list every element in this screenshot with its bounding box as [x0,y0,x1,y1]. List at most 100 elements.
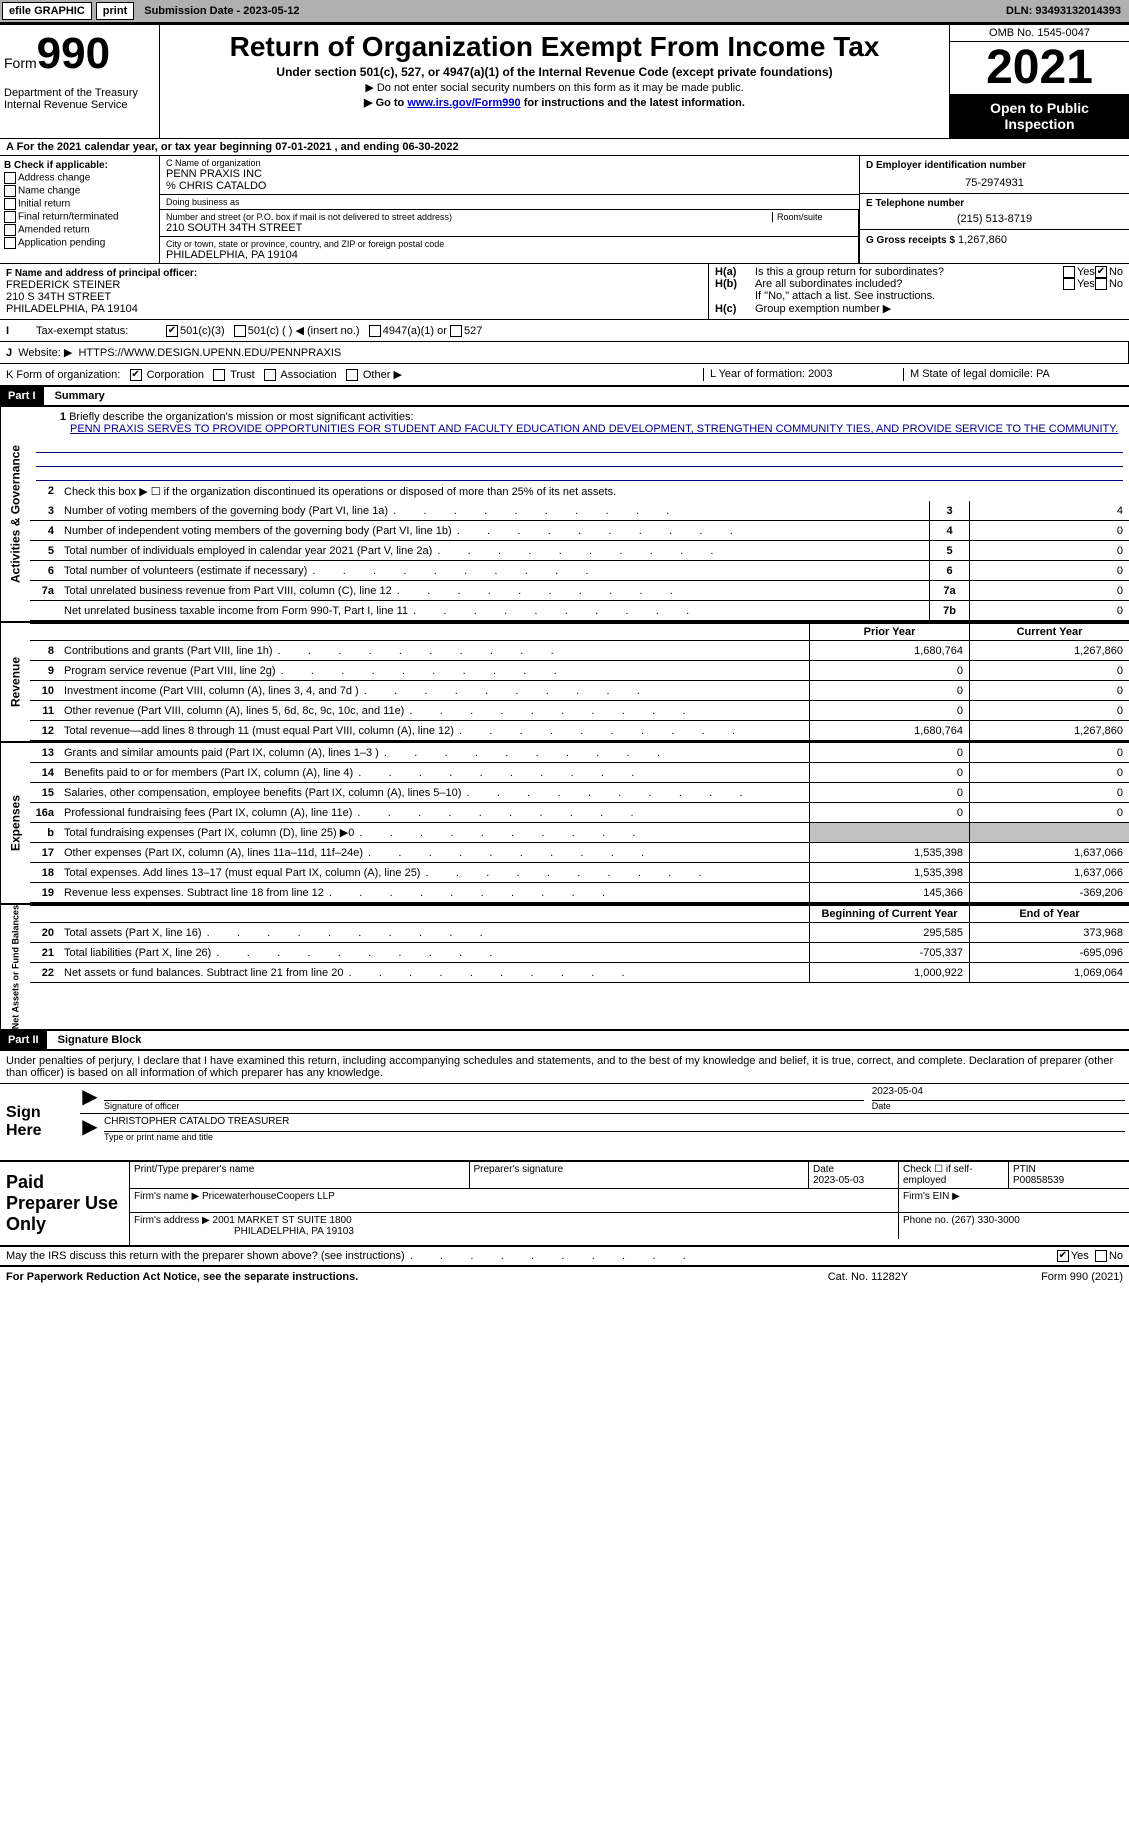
l-value: 2003 [808,368,832,380]
rev-col-headers: Prior Year Current Year [30,623,1129,641]
hb-yes[interactable]: Yes [1077,278,1095,290]
hdr-current: Current Year [969,624,1129,640]
ha-no[interactable]: No [1109,266,1123,278]
cb-assoc[interactable] [264,369,276,381]
form-number: 990 [37,29,110,78]
prep-name-cell: Print/Type preparer's name [130,1162,470,1188]
footer: For Paperwork Reduction Act Notice, see … [0,1266,1129,1287]
cb-app-pending[interactable]: Application pending [4,237,155,249]
m-label: M State of legal domicile: [910,368,1033,380]
city-label: City or town, state or province, country… [166,239,852,249]
vtab-revenue: Revenue [0,623,30,741]
data-line: 18Total expenses. Add lines 13–17 (must … [30,863,1129,883]
irs-link[interactable]: www.irs.gov/Form990 [407,97,520,109]
officer-label: F Name and address of principal officer: [6,268,702,279]
sign-here-block: Sign Here ▶ Signature of officer 2023-05… [0,1084,1129,1162]
ein-value: 75-2974931 [866,177,1123,189]
cb-527[interactable] [450,325,462,337]
mission-blank3 [36,467,1123,481]
discuss-no-cb[interactable] [1095,1250,1107,1262]
efile-label: efile GRAPHIC [2,2,92,20]
preparer-label: Paid Preparer Use Only [0,1162,130,1245]
cb-4947[interactable] [369,325,381,337]
sig-arrow-icon: ▶ [80,1084,100,1113]
data-line: bTotal fundraising expenses (Part IX, co… [30,823,1129,843]
gov-line: 7aTotal unrelated business revenue from … [30,581,1129,601]
data-line: 12Total revenue—add lines 8 through 11 (… [30,721,1129,741]
data-line: 10Investment income (Part VIII, column (… [30,681,1129,701]
data-line: 22Net assets or fund balances. Subtract … [30,963,1129,983]
sig-intro: Under penalties of perjury, I declare th… [0,1051,1129,1084]
sub3-post: for instructions and the latest informat… [521,97,745,109]
opt-other: Other ▶ [363,369,402,381]
hdr-prior: Prior Year [809,624,969,640]
hb-note: If "No," attach a list. See instructions… [715,290,1123,302]
main-info-block: B Check if applicable: Address change Na… [0,156,1129,264]
form-prefix: Form [4,55,37,71]
cb-amended-return[interactable]: Amended return [4,224,155,236]
street-label: Number and street (or P.O. box if mail i… [166,212,772,222]
cb-other[interactable] [346,369,358,381]
cb-name-change[interactable]: Name change [4,185,155,197]
discuss-yes: Yes [1071,1250,1089,1262]
cb-trust[interactable] [213,369,225,381]
org-name: PENN PRAXIS INC [166,168,853,180]
city-cell: City or town, state or province, country… [160,237,858,263]
cb-corp[interactable] [130,369,142,381]
cb-501c[interactable] [234,325,246,337]
header-left: Form990 Department of the Treasury Inter… [0,25,160,138]
form-header: Form990 Department of the Treasury Inter… [0,23,1129,139]
net-col-headers: Beginning of Current Year End of Year [30,905,1129,923]
print-button[interactable]: print [96,2,134,20]
gross-value: 1,267,860 [958,234,1007,246]
form-title: Return of Organization Exempt From Incom… [168,31,941,63]
sub3-pre: ▶ Go to [364,97,407,109]
data-line: 14Benefits paid to or for members (Part … [30,763,1129,783]
k-label: K Form of organization: [6,369,120,381]
discuss-row: May the IRS discuss this return with the… [0,1247,1129,1266]
tax-year: 2021 [950,42,1129,94]
col-b-header: B Check if applicable: [4,160,155,171]
cb-address-change[interactable]: Address change [4,172,155,184]
gov-line: Net unrelated business taxable income fr… [30,601,1129,621]
prep-sig-cell: Preparer's signature [470,1162,810,1188]
tax-status-label: Tax-exempt status: [36,325,166,337]
part1-badge: Part I [0,387,44,405]
room-label: Room/suite [772,212,852,222]
ha-yes[interactable]: Yes [1077,266,1095,278]
mission-label: Briefly describe the organization's miss… [69,411,413,423]
sig-name-cell: CHRISTOPHER CATALDO TREASURERType or pri… [100,1114,1129,1144]
gov-line: 3Number of voting members of the governi… [30,501,1129,521]
mission-blank2 [36,453,1123,467]
hb-no[interactable]: No [1109,278,1123,290]
gov-line: 6Total number of volunteers (estimate if… [30,561,1129,581]
officer-addr1: 210 S 34TH STREET [6,291,702,303]
dept-label: Department of the Treasury Internal Reve… [4,87,155,111]
cb-501c3[interactable] [166,325,178,337]
officer-addr2: PHILADELPHIA, PA 19104 [6,303,702,315]
vtab-expenses: Expenses [0,743,30,903]
dln: DLN: 93493132014393 [998,3,1129,19]
cb-initial-return[interactable]: Initial return [4,198,155,210]
discuss-no: No [1109,1250,1123,1262]
website-label: Website: ▶ [18,347,72,359]
vtab-net-assets: Net Assets or Fund Balances [0,905,30,1029]
data-line: 9Program service revenue (Part VIII, lin… [30,661,1129,681]
prep-date-cell: Date2023-05-03 [809,1162,899,1188]
part2-badge: Part II [0,1031,47,1049]
street-value: 210 SOUTH 34TH STREET [166,222,852,234]
header-mid: Return of Organization Exempt From Incom… [160,25,949,138]
row-i-tax-status: I Tax-exempt status: 501(c)(3) 501(c) ( … [0,320,1129,342]
discuss-yes-cb[interactable] [1057,1250,1069,1262]
m-value: PA [1036,368,1050,380]
mission-blank1 [36,439,1123,453]
firm-name-cell: Firm's name ▶ PricewaterhouseCoopers LLP [130,1189,899,1212]
opt-501c3: 501(c)(3) [180,325,225,337]
cb-final-return[interactable]: Final return/terminated [4,211,155,223]
dba-cell: Doing business as [160,195,859,210]
opt-4947: 4947(a)(1) or [383,325,447,337]
col-b-checkboxes: B Check if applicable: Address change Na… [0,156,160,263]
row-fgh: F Name and address of principal officer:… [0,264,1129,320]
hb-label: Are all subordinates included? [755,278,1063,290]
opt-assoc: Association [280,369,336,381]
